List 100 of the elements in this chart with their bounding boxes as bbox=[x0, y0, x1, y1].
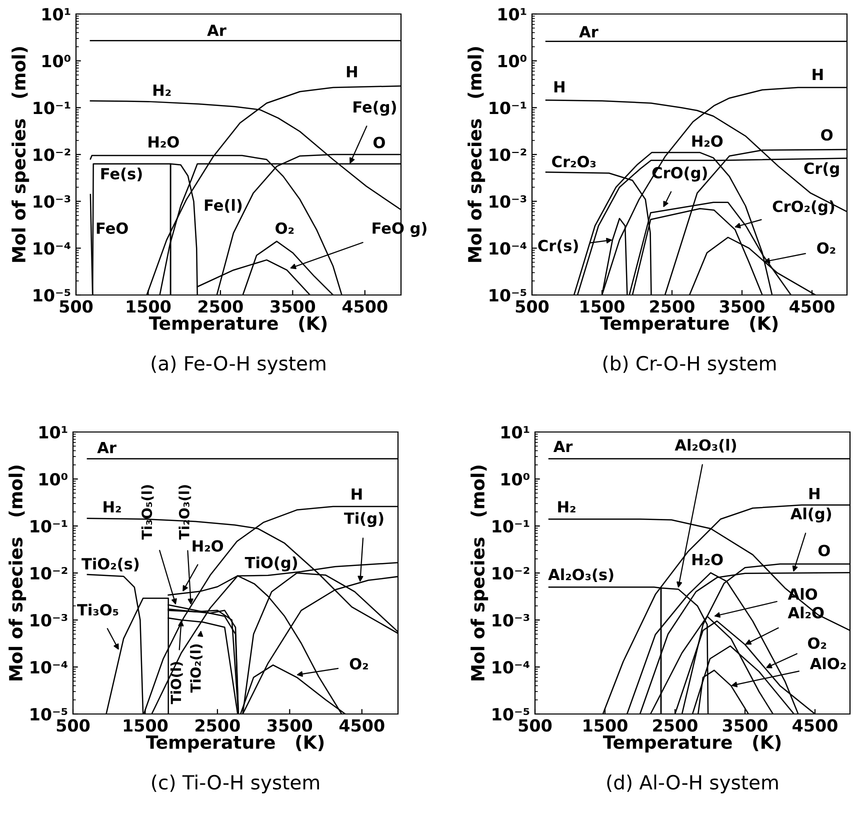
text: (a) Fe-O-H system bbox=[152, 356, 326, 374]
x-tick-label: 4500 bbox=[339, 719, 384, 732]
x-tick-label: 2500 bbox=[650, 300, 694, 313]
x-tick-label: 2500 bbox=[196, 719, 240, 732]
y-tick-label: 10⁻⁴ bbox=[30, 660, 68, 674]
annotation: AlO₂ bbox=[810, 657, 846, 670]
y-tick-label: 10⁻⁴ bbox=[490, 242, 526, 255]
y-axis-title: Mol of species (mol) bbox=[468, 47, 486, 262]
y-tick-label: 10⁻² bbox=[30, 566, 68, 580]
y-tick-label: 10⁰ bbox=[40, 472, 68, 486]
annotation: Fe(s) bbox=[101, 168, 142, 182]
y-tick-label: 10⁻³ bbox=[490, 195, 526, 208]
x-tick-label: 3500 bbox=[268, 719, 312, 732]
annotation: Al(g) bbox=[790, 508, 832, 523]
x-tick-label: 500 bbox=[518, 719, 552, 732]
annotation: O₂ bbox=[817, 242, 836, 254]
annotation: Ar bbox=[97, 442, 116, 454]
annotation: Cr(g bbox=[804, 162, 839, 178]
annotation: TiO₂(l) bbox=[190, 644, 202, 693]
annotation: Ti₃O₅ bbox=[77, 604, 118, 616]
y-tick-label: 10⁻² bbox=[492, 566, 530, 580]
annotation: Fe(g) bbox=[354, 100, 396, 116]
annotation: O₂ bbox=[808, 637, 826, 649]
annotation: H bbox=[554, 81, 564, 92]
y-tick-label: 10⁰ bbox=[498, 54, 526, 68]
y-tick-label: 10⁻¹ bbox=[490, 102, 526, 114]
y-tick-label: 10⁻³ bbox=[34, 195, 70, 208]
y-tick-label: 10⁻⁴ bbox=[492, 660, 530, 674]
y-tick-label: 10⁻² bbox=[490, 148, 526, 162]
y-tick-label: 10⁻⁴ bbox=[34, 242, 70, 255]
x-tick-label: 1500 bbox=[126, 300, 171, 313]
annotation: O₂ bbox=[276, 222, 294, 234]
y-axis-title: Mol of species (mol) bbox=[12, 47, 30, 262]
annotation: Ti₂O₃(l) bbox=[178, 485, 192, 540]
x-axis-title: Temperature (K) bbox=[602, 735, 781, 752]
y-tick-label: 10¹ bbox=[502, 426, 530, 439]
annotation: O bbox=[821, 129, 833, 141]
annotation: FeO bbox=[96, 222, 128, 234]
y-tick-label: 10⁻⁵ bbox=[34, 288, 70, 302]
x-tick-label: 1500 bbox=[580, 300, 624, 313]
annotation: Ti(g) bbox=[344, 512, 384, 528]
annotation: Cr₂O₃ bbox=[552, 156, 596, 168]
y-tick-label: 10⁻⁵ bbox=[490, 288, 526, 302]
annotation: H bbox=[352, 488, 362, 500]
x-tick-label: 4500 bbox=[792, 719, 838, 732]
x-tick-label: 1500 bbox=[584, 719, 628, 732]
annotation: H bbox=[809, 488, 820, 500]
annotation: Al₂O₃(s) bbox=[548, 568, 614, 582]
text: (c) Ti-O-H system bbox=[152, 774, 319, 794]
annotation: H₂O bbox=[148, 136, 179, 148]
annotation: H₂O bbox=[692, 135, 723, 147]
x-axis-title: Temperature (K) bbox=[146, 735, 324, 752]
y-tick-label: 10⁻³ bbox=[30, 614, 68, 627]
annotation: H bbox=[346, 66, 357, 78]
annotation: Al₂O₃(l) bbox=[674, 438, 736, 453]
y-tick-label: 10¹ bbox=[42, 8, 70, 21]
y-tick-label: 10⁻¹ bbox=[492, 520, 530, 533]
annotation: TiO(l) bbox=[170, 662, 183, 704]
x-tick-label: 4500 bbox=[342, 300, 388, 313]
annotation: H₂ bbox=[558, 501, 576, 512]
annotation: Ti₃O₅(l) bbox=[141, 485, 154, 540]
annotation: O bbox=[818, 544, 830, 556]
x-tick-label: 2500 bbox=[653, 719, 698, 732]
annotation: H₂O bbox=[692, 554, 723, 566]
x-tick-label: 3500 bbox=[270, 300, 316, 313]
annotation: H bbox=[812, 68, 823, 80]
annotation: H₂ bbox=[153, 84, 171, 96]
x-tick-label: 500 bbox=[516, 300, 549, 313]
text: (b) Cr-O-H system bbox=[603, 356, 776, 374]
y-tick-label: 10⁰ bbox=[502, 472, 530, 486]
text: (d) Al-O-H system bbox=[607, 774, 778, 794]
annotation: Fe(l) bbox=[204, 199, 242, 213]
annotation: TiO₂(s) bbox=[82, 558, 139, 572]
annotation: H₂ bbox=[104, 501, 121, 512]
y-axis-title: Mol of species (mol) bbox=[470, 466, 488, 680]
annotation: Cr(s) bbox=[538, 239, 578, 254]
y-tick-label: 10¹ bbox=[40, 426, 68, 439]
x-tick-label: 3500 bbox=[720, 300, 764, 313]
x-tick-label: 3500 bbox=[722, 719, 768, 732]
y-tick-label: 10⁻³ bbox=[492, 614, 530, 627]
annotation: Ar bbox=[579, 26, 598, 38]
y-tick-label: 10⁻¹ bbox=[30, 520, 68, 533]
annotation: Ar bbox=[207, 24, 226, 36]
x-axis-title: Temperature (K) bbox=[148, 316, 327, 334]
y-tick-label: 10⁻⁵ bbox=[492, 708, 530, 721]
y-tick-label: 10¹ bbox=[498, 8, 526, 21]
annotation: H₂O bbox=[192, 540, 224, 552]
x-tick-label: 500 bbox=[60, 300, 93, 313]
annotation: CrO₂(g) bbox=[772, 200, 834, 216]
x-tick-label: 2500 bbox=[198, 300, 243, 313]
y-axis-title: Mol of species (mol) bbox=[8, 466, 26, 680]
x-tick-label: 1500 bbox=[124, 719, 168, 732]
x-axis-title: Temperature (K) bbox=[600, 316, 778, 334]
y-tick-label: 10⁻² bbox=[34, 148, 70, 162]
y-tick-label: 10⁻¹ bbox=[34, 102, 70, 114]
annotation: Ar bbox=[553, 440, 573, 452]
annotation: TiO(g) bbox=[244, 556, 298, 572]
y-tick-label: 10⁰ bbox=[42, 54, 70, 68]
annotation: O₂ bbox=[350, 658, 368, 670]
annotation: O bbox=[373, 136, 385, 148]
